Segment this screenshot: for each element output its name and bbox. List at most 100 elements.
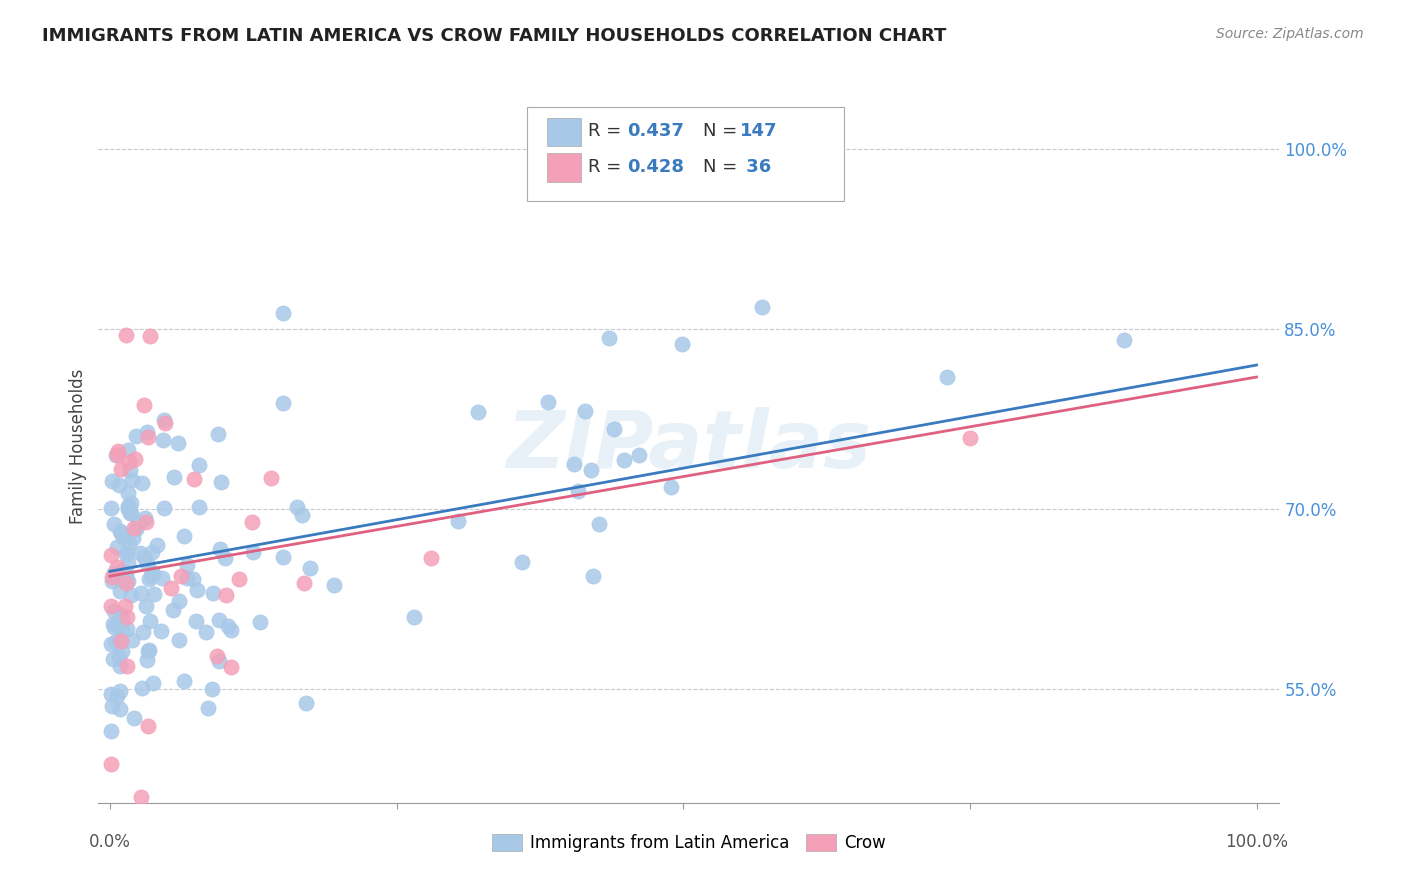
Point (114, 599, 136, 614)
Point (101, 698, 124, 713)
Point (294, 696, 316, 710)
Point (125, 429, 148, 443)
Point (173, 673, 195, 688)
Point (108, 659, 131, 673)
Y-axis label: Family Households: Family Households (69, 368, 87, 524)
Point (208, 614, 231, 628)
Point (128, 516, 150, 530)
Point (122, 521, 145, 535)
Point (105, 448, 128, 462)
Text: R =: R = (588, 122, 627, 140)
Text: N =: N = (703, 122, 742, 140)
Point (138, 643, 160, 657)
Point (202, 586, 225, 600)
Point (292, 575, 315, 590)
Point (107, 444, 129, 458)
Point (121, 632, 143, 647)
Point (121, 531, 143, 545)
Point (176, 571, 198, 585)
Point (153, 412, 176, 426)
Point (562, 457, 585, 471)
Point (135, 515, 157, 529)
Point (155, 416, 177, 430)
Point (613, 453, 636, 467)
Point (152, 501, 174, 516)
Point (117, 499, 139, 513)
Point (598, 330, 620, 344)
Point (959, 431, 981, 445)
Point (118, 506, 141, 520)
Point (112, 530, 135, 544)
Point (120, 506, 142, 520)
Point (110, 526, 132, 541)
Point (467, 405, 489, 419)
Point (186, 582, 208, 597)
Point (114, 327, 136, 342)
Point (209, 475, 232, 489)
Point (110, 633, 132, 648)
Point (166, 436, 188, 450)
Point (103, 620, 125, 634)
Point (219, 623, 242, 637)
Point (111, 612, 134, 626)
Point (142, 676, 165, 690)
Point (117, 442, 139, 457)
Point (240, 515, 263, 529)
Point (112, 570, 135, 584)
Point (108, 583, 131, 598)
Point (163, 470, 186, 484)
Point (628, 448, 651, 462)
Point (242, 545, 264, 559)
Text: 36: 36 (740, 158, 770, 176)
Point (404, 610, 426, 624)
Point (115, 622, 138, 636)
Point (104, 635, 127, 649)
Point (118, 463, 141, 477)
Point (574, 404, 596, 418)
Point (567, 483, 589, 498)
Point (135, 556, 157, 570)
Point (588, 517, 610, 532)
Point (167, 633, 190, 648)
Point (136, 425, 159, 440)
Point (124, 522, 146, 536)
Point (139, 569, 162, 583)
Text: 0.428: 0.428 (627, 158, 685, 176)
Point (194, 625, 217, 640)
Point (129, 586, 152, 600)
Point (134, 510, 156, 524)
Point (131, 789, 153, 804)
Text: 0.437: 0.437 (627, 122, 683, 140)
Point (115, 546, 138, 560)
Point (159, 582, 181, 596)
Point (183, 471, 205, 485)
Point (197, 700, 219, 714)
Point (108, 650, 131, 665)
Point (510, 555, 533, 569)
Point (111, 564, 134, 578)
Point (152, 433, 174, 447)
Point (205, 648, 228, 663)
Point (129, 546, 152, 560)
Point (101, 617, 124, 632)
Point (170, 569, 193, 583)
Point (167, 594, 190, 608)
Point (141, 545, 163, 559)
Point (139, 329, 162, 343)
Point (105, 689, 128, 703)
Point (143, 587, 166, 601)
Point (114, 567, 136, 582)
Point (447, 514, 470, 528)
Point (138, 572, 160, 586)
Point (107, 617, 129, 632)
Point (132, 398, 155, 412)
Point (1114, 333, 1136, 347)
Point (271, 396, 294, 410)
Point (145, 538, 167, 552)
Point (751, 300, 773, 314)
Text: IMMIGRANTS FROM LATIN AMERICA VS CROW FAMILY HOUSEHOLDS CORRELATION CHART: IMMIGRANTS FROM LATIN AMERICA VS CROW FA… (42, 27, 946, 45)
Point (118, 500, 141, 515)
Point (420, 550, 443, 565)
Text: 147: 147 (740, 122, 778, 140)
Point (131, 681, 153, 695)
